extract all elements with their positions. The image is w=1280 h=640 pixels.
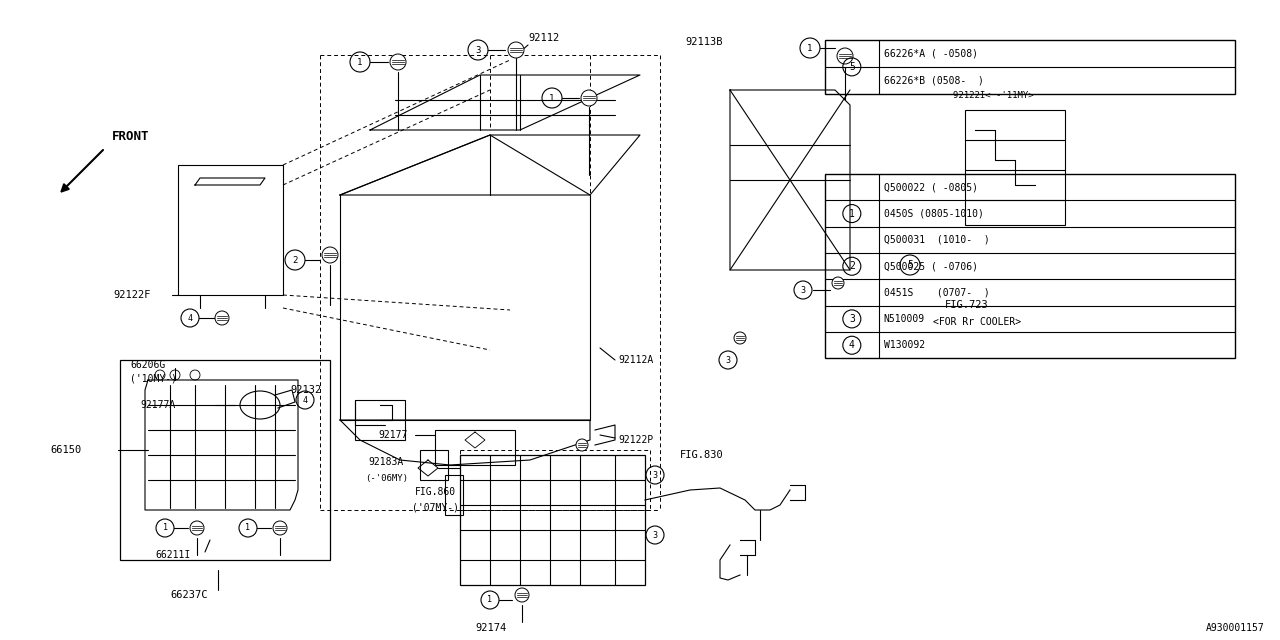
Text: 66206G: 66206G <box>131 360 165 370</box>
Text: 3: 3 <box>726 355 731 365</box>
Text: 0450S (0805-1010): 0450S (0805-1010) <box>883 209 983 219</box>
Circle shape <box>733 332 746 344</box>
Text: 66237C: 66237C <box>170 590 207 600</box>
Text: 5: 5 <box>849 62 855 72</box>
Text: 92122I< -'11MY>: 92122I< -'11MY> <box>954 90 1034 99</box>
Text: FIG.723: FIG.723 <box>945 300 988 310</box>
Bar <box>824 174 1234 358</box>
Bar <box>445 475 463 515</box>
Bar <box>824 40 1234 94</box>
Text: N510009: N510009 <box>883 314 925 324</box>
Circle shape <box>390 54 406 70</box>
Circle shape <box>170 370 180 380</box>
Text: 92122F: 92122F <box>113 290 151 300</box>
Text: W130092: W130092 <box>883 340 925 350</box>
Text: FIG.830: FIG.830 <box>680 450 723 460</box>
Text: FIG.860: FIG.860 <box>415 487 456 497</box>
Text: ('07MY-): ('07MY-) <box>412 503 460 513</box>
Text: 1: 1 <box>549 93 554 102</box>
Text: 92177A: 92177A <box>140 400 175 410</box>
Text: 2: 2 <box>849 261 855 271</box>
Text: 66226*B (0508-  ): 66226*B (0508- ) <box>883 76 983 86</box>
Circle shape <box>837 48 852 64</box>
Circle shape <box>581 90 596 106</box>
Bar <box>435 430 515 465</box>
Text: ('10MY-): ('10MY-) <box>131 373 177 383</box>
Text: 4: 4 <box>187 314 192 323</box>
Text: 4: 4 <box>849 340 855 350</box>
Text: 92177: 92177 <box>378 430 407 440</box>
Text: 92132: 92132 <box>291 385 321 395</box>
Bar <box>965 110 1065 225</box>
Text: 66226*A ( -0508): 66226*A ( -0508) <box>883 48 978 58</box>
Text: 92112A: 92112A <box>618 355 653 365</box>
Text: 1: 1 <box>357 58 362 67</box>
Text: 92183A: 92183A <box>369 457 403 467</box>
Bar <box>420 450 448 480</box>
Text: 66211I: 66211I <box>155 550 191 560</box>
Text: 0451S    (0707-  ): 0451S (0707- ) <box>883 287 989 298</box>
Circle shape <box>273 521 287 535</box>
Circle shape <box>508 42 524 58</box>
Text: 3: 3 <box>475 45 481 54</box>
Text: Q500025 ( -0706): Q500025 ( -0706) <box>883 261 978 271</box>
Circle shape <box>576 439 588 451</box>
Circle shape <box>323 247 338 263</box>
Text: 1: 1 <box>849 209 855 219</box>
Circle shape <box>215 311 229 325</box>
Circle shape <box>189 370 200 380</box>
Text: 92113B: 92113B <box>685 37 722 47</box>
Text: 1: 1 <box>163 524 168 532</box>
Text: 3: 3 <box>800 285 805 294</box>
Circle shape <box>515 588 529 602</box>
Text: 3: 3 <box>849 314 855 324</box>
Text: (-'06MY): (-'06MY) <box>365 474 408 483</box>
Bar <box>178 165 283 295</box>
Text: 3: 3 <box>653 531 658 540</box>
Text: 66150: 66150 <box>50 445 81 455</box>
Bar <box>460 455 645 585</box>
Bar <box>120 360 330 560</box>
Text: 4: 4 <box>302 396 307 404</box>
Circle shape <box>189 521 204 535</box>
Text: 2: 2 <box>292 255 298 264</box>
Text: 92112: 92112 <box>529 33 559 43</box>
Text: A930001157: A930001157 <box>1206 623 1265 633</box>
Circle shape <box>832 277 844 289</box>
Text: 92122P: 92122P <box>618 435 653 445</box>
Text: 3: 3 <box>653 470 658 479</box>
Bar <box>355 400 404 440</box>
Text: 5: 5 <box>908 260 913 270</box>
Text: 1: 1 <box>808 44 813 52</box>
Circle shape <box>155 370 165 380</box>
Text: Q500031  (1010-  ): Q500031 (1010- ) <box>883 235 989 245</box>
Text: 1: 1 <box>246 524 251 532</box>
Text: FRONT: FRONT <box>113 130 150 143</box>
Text: <FOR Rr COOLER>: <FOR Rr COOLER> <box>933 317 1021 327</box>
Text: 92174: 92174 <box>475 623 507 633</box>
Text: 1: 1 <box>488 595 493 605</box>
Text: Q500022 ( -0805): Q500022 ( -0805) <box>883 182 978 192</box>
